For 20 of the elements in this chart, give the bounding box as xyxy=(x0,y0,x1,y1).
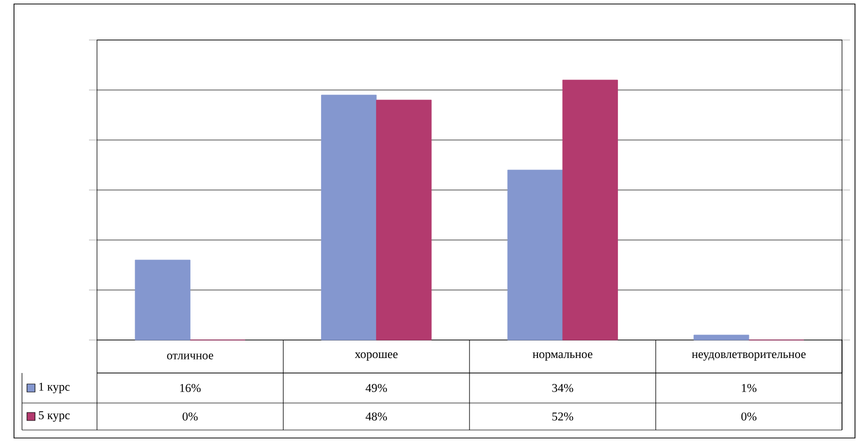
data-label: 34% xyxy=(552,384,574,392)
data-label: 1% xyxy=(742,384,756,392)
x-tick-label: хорошее xyxy=(354,352,398,361)
x-tick-label: отличное xyxy=(167,354,214,360)
data-label: 49% xyxy=(366,384,387,392)
legend-label: 1 курс xyxy=(39,382,70,394)
bar xyxy=(321,94,377,340)
data-label: 52% xyxy=(552,412,574,421)
data-label: 48% xyxy=(366,412,387,421)
bar xyxy=(376,100,432,340)
bar xyxy=(507,170,563,340)
x-tick-label: неудовлетворительное xyxy=(692,352,806,361)
data-label: 0% xyxy=(182,412,198,421)
bar xyxy=(134,260,190,340)
data-label: 0% xyxy=(741,412,756,421)
bar xyxy=(562,80,618,340)
data-label: 16% xyxy=(180,384,201,392)
x-tick-label: нормальное xyxy=(532,352,592,361)
legend-label: 5 курс xyxy=(38,411,70,422)
bar xyxy=(694,334,750,340)
